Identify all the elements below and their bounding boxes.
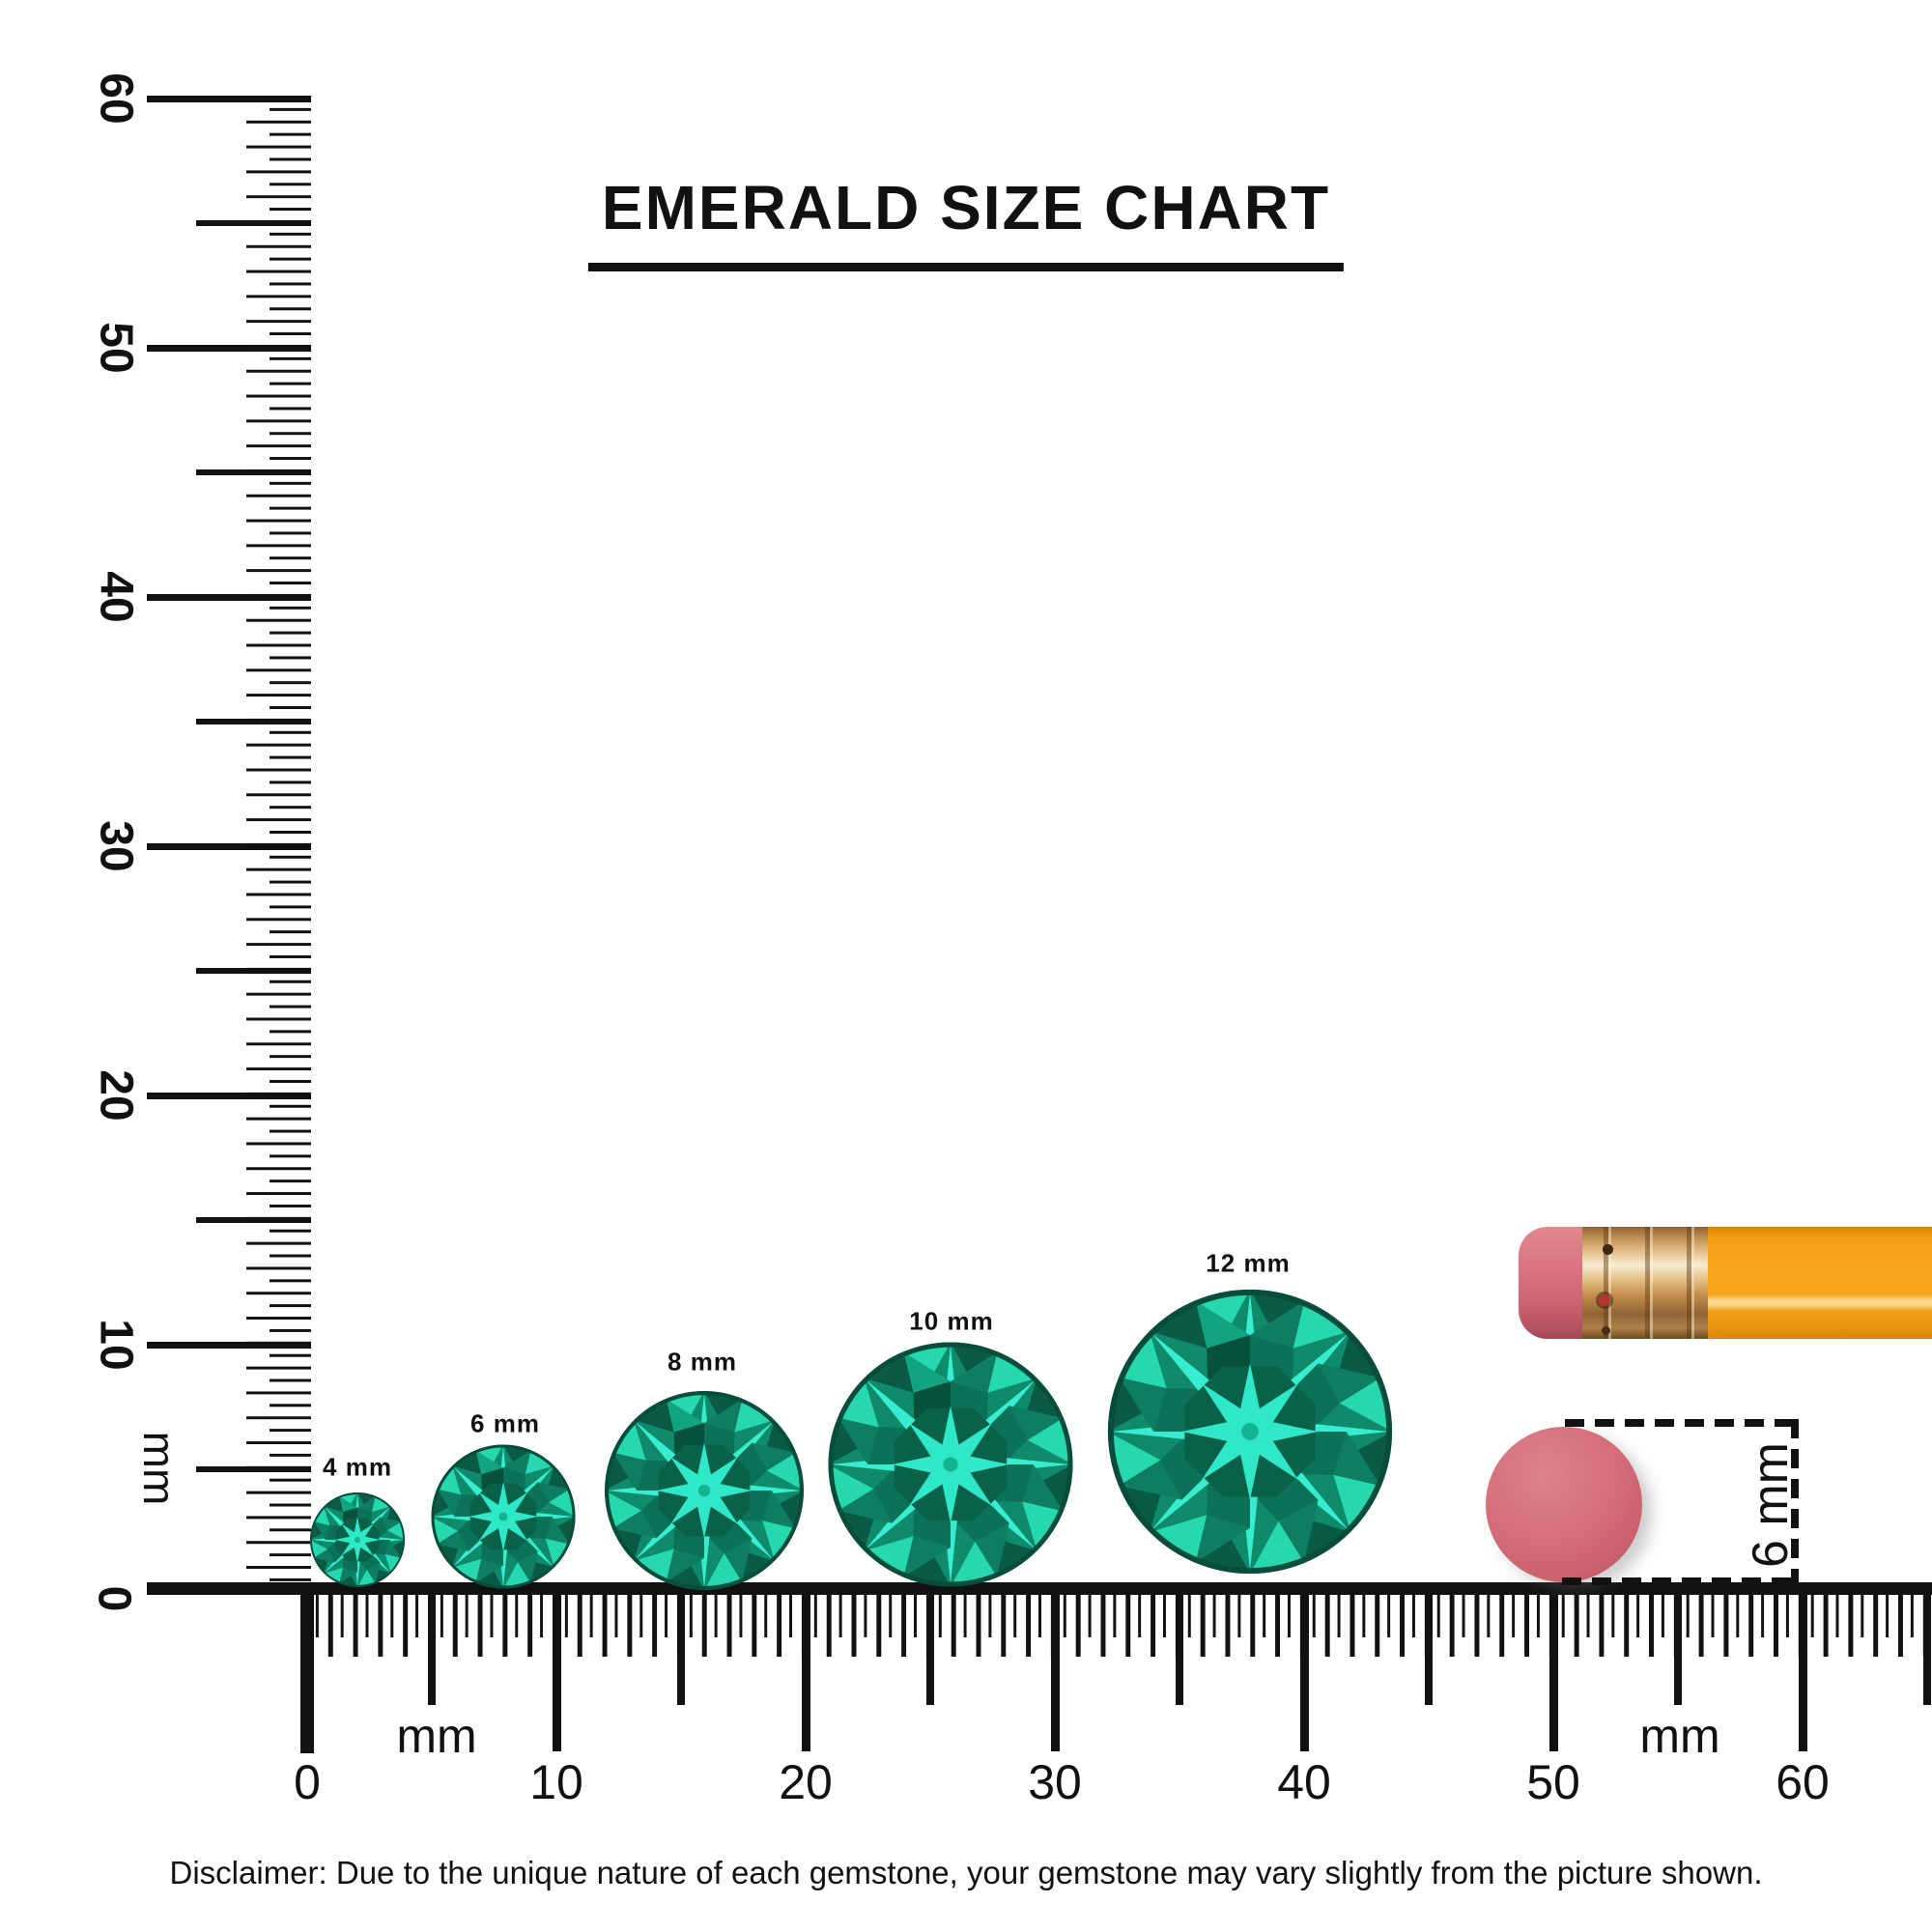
horizontal-ruler-label-60: 60 — [1776, 1755, 1830, 1809]
horizontal-ruler-label-50: 50 — [1526, 1755, 1580, 1809]
eraser-measure-label: 6 mm — [1743, 1442, 1799, 1568]
ruler-baseline — [147, 1582, 1932, 1595]
horizontal-ruler-label-10: 10 — [529, 1755, 583, 1809]
eraser-end-dot — [1486, 1427, 1642, 1582]
horizontal-ruler-unit-left: mm — [396, 1709, 477, 1763]
gem-label-4mm: 4 mm — [323, 1452, 392, 1482]
gem-8mm — [603, 1389, 806, 1592]
gem-label-6mm: 6 mm — [470, 1408, 540, 1438]
horizontal-ruler-label-40: 40 — [1277, 1755, 1331, 1809]
vertical-ruler-label-50: 50 — [90, 322, 142, 374]
horizontal-ruler-label-0: 0 — [294, 1755, 321, 1809]
pencil-body — [1708, 1227, 1932, 1339]
gem-label-10mm: 10 mm — [909, 1306, 994, 1336]
vertical-ruler-label-10: 10 — [90, 1319, 142, 1371]
vertical-ruler-label-60: 60 — [90, 72, 142, 125]
ferrule-rivet — [1599, 1294, 1610, 1306]
vertical-ruler-ticks — [147, 96, 311, 1594]
vertical-ruler-label-0: 0 — [88, 1585, 140, 1612]
pencil-eraser-tip — [1519, 1227, 1582, 1339]
gem-12mm — [1105, 1287, 1395, 1577]
horizontal-ruler-unit-right: mm — [1639, 1709, 1720, 1763]
vertical-ruler-label-30: 30 — [90, 820, 142, 872]
measure-dashed-line-bottom — [1562, 1577, 1797, 1585]
measure-dashed-line-right — [1791, 1419, 1799, 1585]
horizontal-ruler-ticks — [303, 1594, 1932, 1753]
gem-4mm — [309, 1492, 406, 1588]
page-title: EMERALD SIZE CHART — [587, 172, 1345, 271]
horizontal-ruler-label-20: 20 — [779, 1755, 833, 1809]
vertical-ruler-label-40: 40 — [90, 571, 142, 623]
vertical-ruler-unit: mm — [134, 1431, 185, 1506]
ferrule-rivet — [1603, 1244, 1613, 1255]
vertical-ruler-label-20: 20 — [90, 1069, 142, 1122]
measure-dashed-line-top — [1565, 1419, 1797, 1427]
ferrule-rivet — [1602, 1326, 1610, 1335]
gem-6mm — [430, 1443, 577, 1590]
gem-10mm — [826, 1340, 1075, 1589]
horizontal-ruler-label-30: 30 — [1028, 1755, 1082, 1809]
pencil — [1519, 1227, 1932, 1339]
pencil-ferrule — [1582, 1227, 1708, 1339]
disclaimer-text: Disclaimer: Due to the unique nature of … — [169, 1855, 1763, 1890]
gem-label-8mm: 8 mm — [668, 1347, 737, 1377]
gem-label-12mm: 12 mm — [1206, 1248, 1291, 1278]
